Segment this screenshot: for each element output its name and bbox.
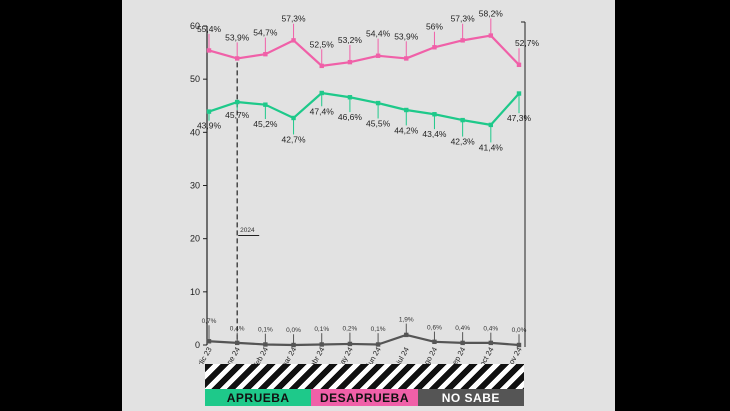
data-label: 53,9%: [225, 32, 250, 42]
data-label: 55,4%: [197, 24, 222, 34]
y-tick-label: 40: [190, 127, 200, 137]
data-label: 0,1%: [314, 326, 329, 333]
data-label: 0,0%: [286, 327, 301, 334]
data-label: 0,2%: [342, 326, 357, 333]
x-tick-label: mar 24: [279, 346, 298, 365]
data-label: 42,7%: [281, 134, 306, 144]
y-tick-label: 50: [190, 74, 200, 84]
data-label: 46,6%: [338, 112, 363, 122]
legend-stripe-band: [205, 364, 524, 389]
x-tick-label: oct 24: [478, 346, 496, 365]
data-label: 56%: [426, 22, 443, 32]
data-label: 54,4%: [366, 29, 391, 39]
x-tick-label: feb 24: [252, 346, 270, 365]
data-label: 0,4%: [455, 325, 470, 332]
x-tick-label: ene 24: [223, 346, 242, 365]
series-line-aprueba: [208, 91, 520, 126]
data-label: 42,3%: [451, 137, 476, 147]
data-label: 45,5%: [366, 118, 391, 128]
data-label: 0,1%: [258, 327, 273, 334]
x-tick-label: jun 24: [364, 346, 383, 365]
x-tick-label: abr 24: [308, 346, 326, 365]
data-label: 0,7%: [202, 318, 217, 325]
data-point: [488, 340, 494, 346]
data-point: [347, 59, 353, 65]
y-tick-label: 20: [190, 234, 200, 244]
data-label: 53,2%: [338, 35, 363, 45]
data-label: 53,9%: [394, 31, 419, 41]
data-label: 47,3%: [507, 113, 532, 123]
x-tick-label: nov 24: [505, 346, 524, 365]
data-label: 47,4%: [310, 106, 335, 116]
data-point: [460, 340, 465, 346]
y-tick-label: 30: [190, 181, 200, 191]
data-label: 0,1%: [371, 326, 386, 333]
data-label: 0,4%: [483, 326, 498, 333]
data-point: [206, 109, 212, 114]
year-marker-label: 2024: [240, 227, 255, 234]
data-point: [263, 102, 268, 107]
data-label: 45,7%: [225, 110, 250, 120]
data-label: 52,7%: [515, 38, 540, 48]
data-label: 0,4%: [230, 326, 245, 333]
y-tick-label: 0: [195, 340, 200, 350]
y-tick-label: 10: [190, 287, 200, 297]
series-line-desaprueba: [208, 34, 520, 67]
data-label: 58,2%: [479, 8, 504, 18]
data-point: [460, 117, 465, 123]
x-tick-label: sep 24: [448, 346, 467, 365]
data-label: 1,9%: [399, 317, 414, 324]
data-point: [234, 340, 240, 346]
data-label: 43,4%: [422, 129, 447, 139]
data-label: 44,2%: [394, 125, 419, 135]
data-label: 57,3%: [281, 14, 306, 24]
y-tick-label: 60: [190, 21, 200, 31]
data-label: 43,9%: [197, 121, 222, 131]
data-label: 0,0%: [512, 327, 527, 334]
legend-item-no-sabe: NO SABE: [417, 389, 524, 406]
data-label: 52,5%: [310, 39, 335, 49]
x-tick-label: jul 24: [394, 346, 411, 365]
data-label: 45,2%: [253, 119, 278, 129]
data-labels: 55,4%53,9% 54,7%57,3%52,5% 53,2%54,4% 53,9%…: [197, 8, 540, 334]
data-label: 54,7%: [253, 28, 278, 38]
x-tick-label: may 24: [335, 346, 355, 365]
chart-panel: 0 10 20 30 40 50 60 dic 23 ene 24 feb 24 mar 24 abr…: [122, 0, 615, 411]
legend-item-desaprueba: DESAPRUEBA: [311, 389, 418, 406]
x-tick-label: ago 24: [420, 346, 439, 365]
legend-item-aprueba: APRUEBA: [205, 389, 312, 406]
series-line-no-sabe: [208, 333, 520, 347]
data-label: 41,4%: [479, 142, 504, 152]
legend: APRUEBA DESAPRUEBA NO SABE: [205, 364, 524, 406]
series-lines: [206, 18, 522, 348]
data-label: 57,3%: [451, 14, 476, 24]
data-point: [206, 48, 212, 53]
data-label: 0,6%: [427, 325, 442, 332]
